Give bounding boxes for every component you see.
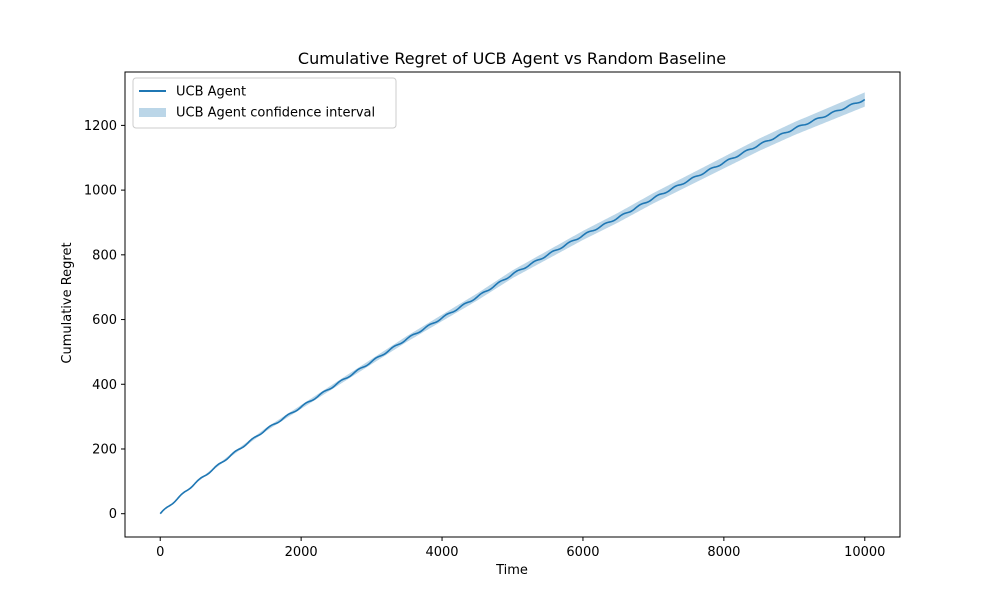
x-axis-label: Time: [495, 563, 528, 578]
y-axis: 0 200 400 600 800 1000 1200: [84, 119, 125, 522]
x-tick-label: 0: [156, 545, 164, 560]
legend-box: [132, 77, 397, 129]
y-tick-label: 200: [92, 442, 117, 457]
x-tick-label: 4000: [425, 545, 458, 560]
series-confidence-band: [160, 92, 865, 514]
y-tick-label: 600: [92, 313, 117, 328]
y-tick-label: 1200: [84, 119, 117, 134]
y-tick-label: 800: [92, 248, 117, 263]
series-line: [159, 98, 866, 515]
x-tick-label: 10000: [844, 545, 885, 560]
x-tick-label: 8000: [707, 545, 740, 560]
plot-frame: [124, 71, 901, 538]
legend-entry-label: UCB Agent: [176, 85, 246, 100]
plot-area: [124, 71, 901, 538]
legend-patch-swatch: [139, 108, 166, 117]
x-tick-label: 2000: [285, 545, 318, 560]
x-tick-label: 6000: [566, 545, 599, 560]
legend: UCB Agent UCB Agent confidence interval: [132, 77, 397, 129]
y-axis-label: Cumulative Regret: [60, 242, 75, 363]
y-tick-label: 0: [109, 507, 117, 522]
x-axis: 0 2000 4000 6000 8000 10000: [156, 537, 885, 560]
y-tick-label: 1000: [84, 184, 117, 199]
y-tick-label: 400: [92, 378, 117, 393]
chart-title: Cumulative Regret of UCB Agent vs Random…: [298, 49, 726, 68]
legend-entry-label: UCB Agent confidence interval: [176, 106, 375, 121]
